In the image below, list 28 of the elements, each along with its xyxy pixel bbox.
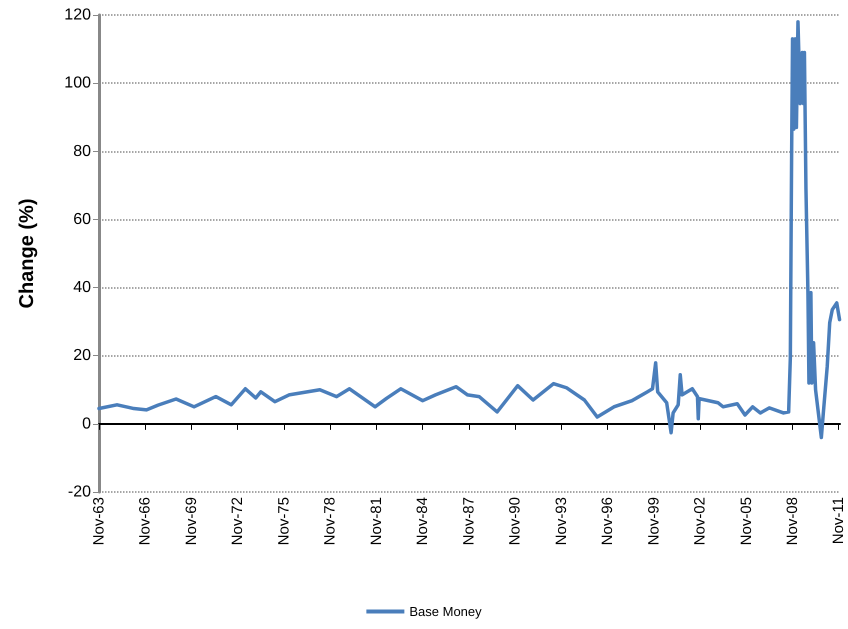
y-axis-title: Change (%) (16, 198, 38, 308)
x-tick-label: Nov-84 (414, 497, 432, 546)
x-tick-label: Nov-66 (136, 497, 154, 546)
x-tick-label: Nov-81 (368, 497, 385, 546)
x-tick-label: Nov-72 (229, 497, 246, 546)
x-tick-label: Nov-11 (830, 497, 848, 544)
x-tick-label: Nov-08 (784, 497, 802, 546)
y-tick-label: 80 (73, 142, 92, 160)
y-tick-label: 0 (82, 415, 92, 432)
x-tick-label: Nov-78 (322, 497, 339, 546)
y-tick-label: 20 (73, 347, 92, 364)
x-tick-label: Nov-99 (645, 497, 662, 546)
x-tick-label: Nov-02 (692, 497, 709, 546)
x-tick-label: Nov-69 (182, 497, 200, 546)
y-tick-label: 100 (64, 74, 92, 92)
y-tick-label: 40 (73, 279, 92, 296)
x-tick-label: Nov-63 (90, 497, 108, 546)
line-series (97, 20, 842, 440)
x-tick-label: Nov-93 (552, 497, 570, 546)
x-tick-label: Nov-90 (506, 497, 524, 546)
y-tick-label: -20 (68, 484, 92, 500)
x-tick-label: Nov-05 (738, 497, 755, 546)
y-tick-label: 120 (64, 6, 92, 24)
x-tick-label: Nov-75 (275, 497, 292, 546)
legend-label: Base Money (409, 604, 482, 619)
y-tick-label: 60 (73, 210, 92, 228)
x-tick-label: Nov-87 (460, 497, 478, 546)
x-tick-label: Nov-96 (599, 497, 616, 546)
